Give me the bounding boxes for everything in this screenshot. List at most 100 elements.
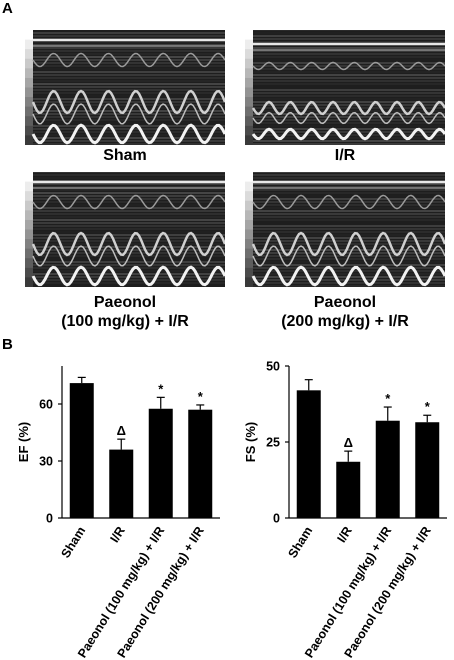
grayscale-bar-segment xyxy=(245,77,253,89)
wall-motion-trace xyxy=(31,265,225,287)
grayscale-bar-segment xyxy=(245,210,253,221)
grayscale-bar-segment xyxy=(245,87,253,99)
grayscale-bar-segment xyxy=(25,116,33,127)
ef-category-label: Sham xyxy=(58,524,88,560)
wall-motion-trace xyxy=(252,245,445,267)
wall-motion-trace xyxy=(251,265,445,287)
grayscale-bar-segment xyxy=(25,49,33,60)
ef-y-axis-label: EF (%) xyxy=(16,422,31,462)
grayscale-bar-segment xyxy=(245,181,253,193)
grayscale-bar-segment xyxy=(245,191,253,202)
wall-motion-trace xyxy=(251,127,445,141)
grayscale-bar-segment xyxy=(245,248,253,260)
wall-motion-trace xyxy=(31,231,225,257)
echo-label-paeonol-100: Paeonol (100 mg/kg) + I/R xyxy=(15,293,235,331)
grayscale-bar-segment xyxy=(245,267,253,279)
ef-significance-mark: Δ xyxy=(117,423,126,438)
grayscale-bar-segment xyxy=(25,258,33,269)
grayscale-bar-segment xyxy=(25,267,33,279)
fs-y-axis-label: FS (%) xyxy=(243,422,258,462)
fs-bar xyxy=(336,461,361,518)
grayscale-bar-segment xyxy=(25,97,33,108)
grayscale-bar-segment xyxy=(245,125,253,137)
grayscale-bar-segment xyxy=(245,68,253,79)
echo-label-sham: Sham xyxy=(103,147,147,164)
panel-b-letter: B xyxy=(2,336,13,353)
grayscale-bar-segment xyxy=(25,87,33,99)
echo-image-ir xyxy=(245,30,445,145)
fs-y-tick-label: 0 xyxy=(273,512,280,526)
grayscale-bar-segment xyxy=(25,77,33,89)
ef-y-tick-label: 30 xyxy=(39,455,53,469)
grayscale-bar-segment xyxy=(245,106,253,118)
grayscale-bar-segment xyxy=(245,116,253,127)
grayscale-bar-segment xyxy=(245,172,253,183)
panel-a-letter: A xyxy=(2,0,13,17)
fs-y-tick-label: 50 xyxy=(266,360,280,374)
echo-image-paeonol-100 xyxy=(25,172,225,287)
grayscale-bar-segment xyxy=(25,200,33,212)
fs-significance-mark: * xyxy=(425,399,431,414)
grayscale-bar-segment xyxy=(25,125,33,137)
ef-bar xyxy=(69,383,94,518)
echo-label-line: Paeonol xyxy=(313,294,377,311)
grayscale-bar-segment xyxy=(245,135,253,145)
wall-motion-trace xyxy=(32,103,225,125)
grayscale-bar-segment xyxy=(245,49,253,60)
fs-y-tick-label: 25 xyxy=(266,436,280,450)
grayscale-bar-segment xyxy=(245,229,253,241)
grayscale-bar-segment xyxy=(25,172,33,183)
ef-y-tick-label: 60 xyxy=(39,398,53,412)
fs-category-label: I/R xyxy=(334,524,354,545)
grayscale-bar-segment xyxy=(25,248,33,260)
fs-category-label: Sham xyxy=(285,524,315,560)
grayscale-bar-segment xyxy=(245,258,253,269)
grayscale-bar-segment xyxy=(25,239,33,250)
wall-motion-trace xyxy=(251,100,445,116)
fs-significance-mark: Δ xyxy=(344,435,353,450)
ef-category-label: I/R xyxy=(107,524,127,545)
grayscale-bar-segment xyxy=(245,239,253,250)
grayscale-bar-segment xyxy=(25,30,33,41)
wall-motion-trace xyxy=(32,245,225,267)
grayscale-bar-segment xyxy=(25,229,33,241)
wall-motion-trace xyxy=(251,231,445,257)
grayscale-bar-segment xyxy=(25,210,33,221)
grayscale-bar-segment xyxy=(25,277,33,287)
grayscale-bar-segment xyxy=(25,191,33,202)
echo-label-line: (200 mg/kg) + I/R xyxy=(281,313,409,330)
grayscale-bar-segment xyxy=(245,30,253,41)
echo-image-sham xyxy=(25,30,225,145)
grayscale-bar-segment xyxy=(245,39,253,51)
echo-image-paeonol-200 xyxy=(245,172,445,287)
grayscale-bar-segment xyxy=(25,58,33,70)
wall-motion-trace xyxy=(252,194,445,210)
grayscale-bar-segment xyxy=(245,219,253,231)
ef-bar xyxy=(148,408,173,518)
grayscale-bar-segment xyxy=(245,200,253,212)
fs-bar xyxy=(296,390,321,518)
ef-significance-mark: * xyxy=(158,381,164,396)
wall-motion-trace xyxy=(252,61,445,71)
wall-motion-trace xyxy=(32,52,225,68)
echo-label-ir: I/R xyxy=(334,147,356,164)
wall-motion-trace xyxy=(252,111,445,125)
grayscale-bar-segment xyxy=(25,135,33,145)
wall-motion-trace xyxy=(31,89,225,115)
ef-bar xyxy=(188,409,213,518)
fs-significance-mark: * xyxy=(385,391,391,406)
grayscale-bar-segment xyxy=(25,219,33,231)
fs-bar xyxy=(415,422,440,518)
grayscale-bar-segment xyxy=(25,39,33,51)
echo-label-line: (100 mg/kg) + I/R xyxy=(61,313,189,330)
grayscale-bar-segment xyxy=(245,58,253,70)
echo-label-paeonol-200: Paeonol (200 mg/kg) + I/R xyxy=(235,293,454,331)
wall-motion-trace xyxy=(31,123,225,145)
fs-bar xyxy=(375,420,400,518)
ef-bar xyxy=(109,449,134,518)
grayscale-bar-segment xyxy=(25,181,33,193)
echo-label-line: Paeonol xyxy=(93,294,157,311)
grayscale-bar-segment xyxy=(245,97,253,108)
